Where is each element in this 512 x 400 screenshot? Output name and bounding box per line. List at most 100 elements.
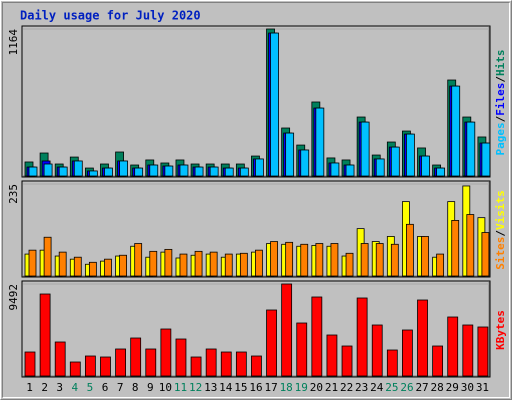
bar [386,349,398,377]
bar [462,324,474,377]
bar [266,309,277,377]
bar [296,322,308,377]
legend: Sites/Visits [494,190,507,270]
legend-separator: / [494,230,507,237]
bar [239,167,249,177]
legend-entry: KBytes [494,310,507,350]
bar [28,166,38,177]
bar [194,250,203,277]
bar [88,261,97,277]
bar [360,243,369,277]
bar [345,164,355,177]
bar [417,299,428,377]
x-tick-label: 10 [159,381,172,394]
x-tick-label: 18 [280,381,293,394]
x-tick-label: 9 [147,381,154,394]
bar [149,164,159,177]
bar [58,166,68,177]
bar [43,236,52,277]
bar [28,249,37,277]
bar [235,351,247,377]
bar [251,355,262,377]
x-tick-label: 19 [295,381,308,394]
legend-entry: Visits [494,190,507,230]
y-tick-label: 1164 [7,29,20,56]
legend-entry: Sites [494,237,507,270]
bar [224,167,234,177]
bar [100,356,111,377]
bar [69,361,81,377]
bar [300,243,309,277]
bar [330,162,340,177]
x-tick-label: 5 [87,381,94,394]
bar [315,243,324,277]
bar [149,250,158,277]
bar [432,345,444,377]
bar [447,316,459,377]
x-tick-label: 24 [370,381,384,394]
x-tick-label: 25 [385,381,398,394]
y-tick-label: 9492 [7,284,20,311]
bar [356,297,368,377]
bar [179,253,188,277]
x-tick-label: 26 [400,381,413,394]
bar [160,328,172,377]
bar [220,351,232,377]
chart-title: Daily usage for July 2020 [20,9,201,23]
bar [134,167,144,177]
bar [375,243,384,277]
legend-entry: Pages [494,122,507,155]
bar [239,252,248,277]
bar [436,167,446,177]
x-tick-label: 14 [219,381,233,394]
bar [466,214,475,277]
bar [84,355,96,377]
bar [270,241,278,277]
x-tick-label: 16 [249,381,262,394]
x-tick-label: 2 [41,381,48,394]
bar [406,133,415,177]
bar [481,232,490,277]
bar [315,107,325,177]
bar [145,348,157,377]
x-tick-label: 3 [56,381,63,394]
bar [73,160,83,177]
bar [73,256,82,277]
bar [330,243,339,277]
bar [285,132,295,177]
bar [481,142,491,177]
bar [406,223,414,277]
x-tick-label: 21 [325,381,338,394]
x-tick-label: 13 [204,381,217,394]
bar [104,258,112,277]
bar [451,85,461,177]
bar [104,167,113,177]
bar [224,253,233,277]
bar [209,251,218,277]
bar [43,163,53,177]
bar [194,166,204,177]
x-tick-label: 8 [132,381,139,394]
bar [326,334,338,377]
x-tick-label: 27 [415,381,428,394]
bar [390,243,399,277]
bar [205,348,217,377]
legend: Pages/Files/Hits [494,50,507,156]
x-tick-label: 22 [340,381,353,394]
bar [270,32,279,177]
bar [421,236,429,277]
bar [209,166,219,177]
bar [360,121,370,177]
bar [119,254,127,277]
bar [255,158,264,177]
x-tick-label: 15 [234,381,247,394]
bar [54,341,66,377]
x-tick-label: 1 [26,381,33,394]
bar [371,324,383,377]
bar [375,158,385,177]
bar [58,251,67,277]
bar [311,296,323,377]
x-tick-label: 6 [102,381,109,394]
